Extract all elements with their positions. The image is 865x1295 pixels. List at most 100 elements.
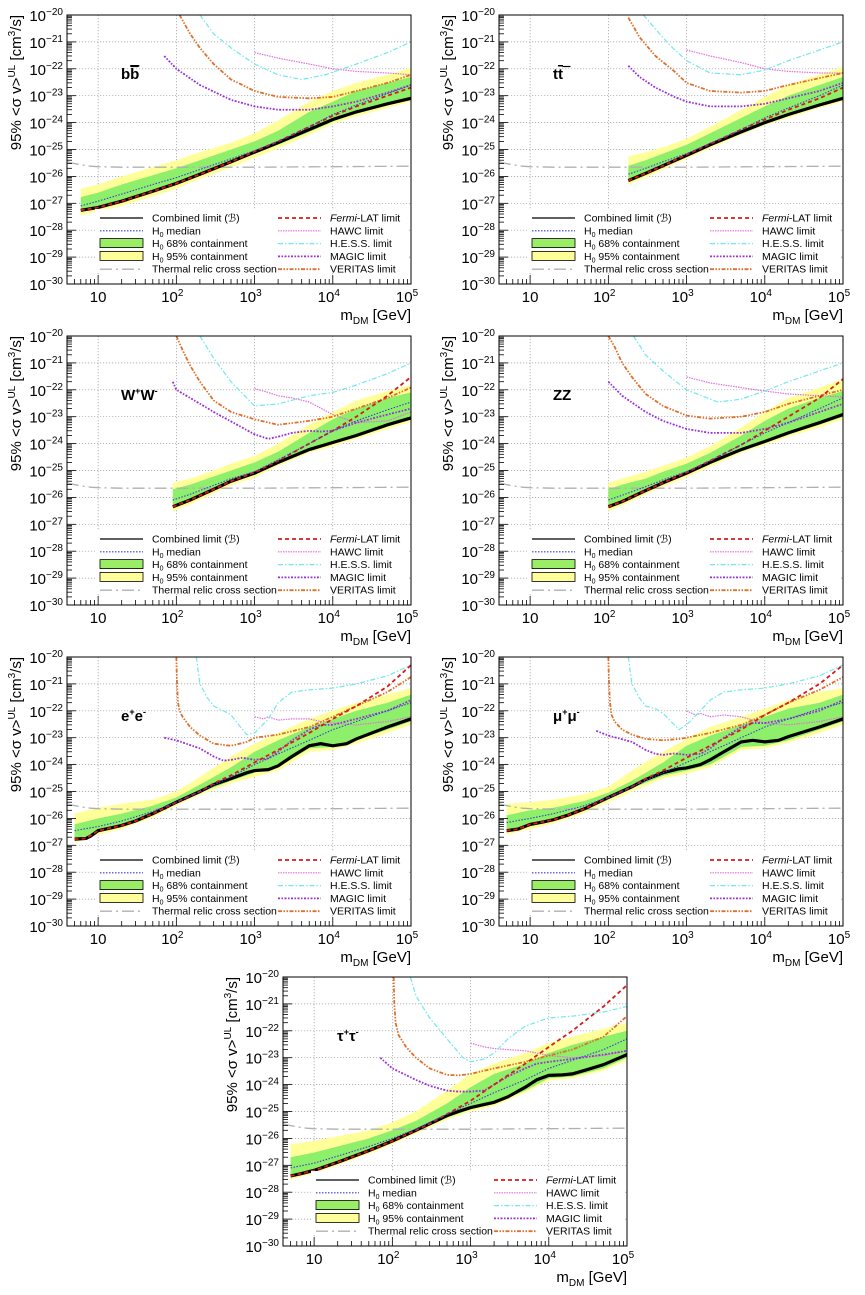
y-tick-label: 10−30 bbox=[461, 276, 495, 294]
h0-median-line bbox=[506, 702, 843, 824]
legend-label-magic: MAGIC limit bbox=[762, 251, 818, 263]
y-tick-label: 10−20 bbox=[461, 328, 495, 346]
legend-label-thermal: Thermal relic cross section bbox=[152, 264, 277, 276]
y-tick-label: 10−23 bbox=[29, 730, 63, 748]
y-tick-label: 10−29 bbox=[245, 1211, 279, 1229]
legend-label-hawc: HAWC limit bbox=[330, 546, 383, 558]
y-tick-label: 10−20 bbox=[29, 328, 63, 346]
y-axis-title: 95% <σ v>UL [cm3/s] bbox=[223, 977, 241, 1112]
y-tick-label: 10−23 bbox=[29, 88, 63, 106]
x-axis-ticks bbox=[498, 917, 840, 926]
thermal-relic-line bbox=[67, 482, 411, 489]
y-tick-label: 10−23 bbox=[461, 730, 495, 748]
x-axis-title: mDM [GeV] bbox=[772, 949, 843, 969]
x-tick-label: 105 bbox=[612, 1250, 635, 1268]
y-tick-label: 10−29 bbox=[29, 570, 63, 588]
x-axis-ticks bbox=[66, 596, 408, 605]
legend-label-band68: H0 68% containment bbox=[152, 559, 248, 573]
legend-label-fermi: Fermi-LAT limit bbox=[330, 534, 400, 546]
legend-label-hawc: HAWC limit bbox=[762, 225, 815, 237]
y-tick-label: 10−25 bbox=[29, 142, 63, 160]
y-tick-label: 10−25 bbox=[29, 784, 63, 802]
thermal-relic-line bbox=[67, 161, 411, 168]
y-tick-label: 10−28 bbox=[245, 1184, 279, 1202]
magic-limit-line bbox=[595, 699, 843, 756]
thermal-relic-line bbox=[499, 482, 843, 489]
legend-label-fermi: Fermi-LAT limit bbox=[330, 855, 400, 867]
hawc-limit-line bbox=[254, 388, 411, 424]
legend-label-hess: H.E.S.S. limit bbox=[546, 1200, 608, 1212]
legend-label-hawc: HAWC limit bbox=[330, 867, 383, 879]
legend-label-hess: H.E.S.S. limit bbox=[330, 238, 392, 250]
x-tick-label: 102 bbox=[593, 930, 616, 948]
channel-label: e+e- bbox=[121, 707, 146, 725]
legend-label-combined: Combined limit (ℬ) bbox=[152, 213, 240, 225]
y-tick-label: 10−21 bbox=[461, 355, 495, 373]
x-tick-label: 104 bbox=[318, 288, 341, 306]
legend-label-band68: H0 68% containment bbox=[152, 880, 248, 894]
y-tick-label: 10−27 bbox=[245, 1157, 279, 1175]
y-tick-label: 10−25 bbox=[461, 463, 495, 481]
x-axis-ticks bbox=[66, 917, 408, 926]
legend-label-fermi: Fermi-LAT limit bbox=[546, 1175, 616, 1187]
legend-swatch-band68 bbox=[315, 1200, 360, 1210]
x-tick-label: 102 bbox=[161, 930, 184, 948]
x-tick-label: 103 bbox=[455, 1250, 478, 1268]
x-tick-label: 103 bbox=[239, 930, 262, 948]
y-axis-ticks bbox=[499, 15, 508, 285]
plot-content bbox=[283, 977, 627, 1180]
legend-label-hess: H.E.S.S. limit bbox=[762, 559, 824, 571]
thermal-relic-line bbox=[67, 803, 411, 810]
legend-label-magic: MAGIC limit bbox=[330, 572, 386, 584]
y-tick-label: 10−30 bbox=[29, 276, 63, 294]
y-tick-label: 10−29 bbox=[29, 249, 63, 267]
legend-label-hawc: HAWC limit bbox=[762, 546, 815, 558]
legend-swatch-band95 bbox=[99, 893, 144, 903]
channel-label: ZZ bbox=[553, 387, 571, 404]
legend-label-veritas: VERITAS limit bbox=[762, 906, 828, 918]
y-tick-label: 10−30 bbox=[461, 918, 495, 936]
y-tick-label: 10−25 bbox=[461, 142, 495, 160]
legend-label-band68: H0 68% containment bbox=[152, 238, 248, 252]
x-tick-label: 104 bbox=[750, 930, 773, 948]
legend-label-combined: Combined limit (ℬ) bbox=[584, 534, 672, 546]
legend-box bbox=[95, 851, 409, 915]
x-tick-label: 105 bbox=[828, 288, 851, 306]
legend-swatch-band95 bbox=[99, 250, 144, 261]
legend-label-fermi: Fermi-LAT limit bbox=[762, 534, 832, 546]
hawc-limit-line bbox=[470, 1042, 627, 1059]
legend-label-band68: H0 68% containment bbox=[368, 1200, 464, 1214]
legend-label-median: H0 median bbox=[584, 546, 633, 560]
channel-label: τ+τ- bbox=[337, 1027, 359, 1045]
veritas-limit-line bbox=[607, 657, 843, 742]
x-axis-title: mDM [GeV] bbox=[556, 1269, 627, 1289]
legend-label-band95: H0 95% containment bbox=[368, 1213, 464, 1227]
y-axis-title: 95% <σ v>UL [cm3/s] bbox=[439, 336, 457, 471]
legend-label-band95: H0 95% containment bbox=[152, 893, 248, 907]
y-tick-label: 10−26 bbox=[29, 810, 63, 828]
y-tick-label: 10−22 bbox=[245, 1023, 279, 1041]
x-tick-label: 10 bbox=[90, 610, 107, 627]
y-tick-label: 10−28 bbox=[461, 543, 495, 561]
band-68-containment bbox=[506, 694, 843, 831]
y-axis-title: 95% <σ v>UL [cm3/s] bbox=[7, 336, 25, 471]
legend-label-veritas: VERITAS limit bbox=[762, 264, 828, 276]
y-tick-label: 10−29 bbox=[29, 891, 63, 909]
h0-median-line bbox=[608, 397, 843, 501]
x-tick-label: 102 bbox=[593, 609, 616, 627]
x-tick-label: 105 bbox=[396, 609, 419, 627]
x-tick-label: 103 bbox=[239, 609, 262, 627]
y-tick-label: 10−20 bbox=[461, 7, 495, 25]
y-axis-title: 95% <σ v>UL [cm3/s] bbox=[7, 657, 25, 792]
legend-swatch-band68 bbox=[531, 559, 576, 569]
legend-swatch-band95 bbox=[531, 250, 576, 261]
hess-limit-line bbox=[195, 657, 411, 736]
y-tick-label: 10−29 bbox=[461, 891, 495, 909]
y-tick-label: 10−26 bbox=[245, 1130, 279, 1148]
x-axis-title: mDM [GeV] bbox=[772, 307, 843, 327]
